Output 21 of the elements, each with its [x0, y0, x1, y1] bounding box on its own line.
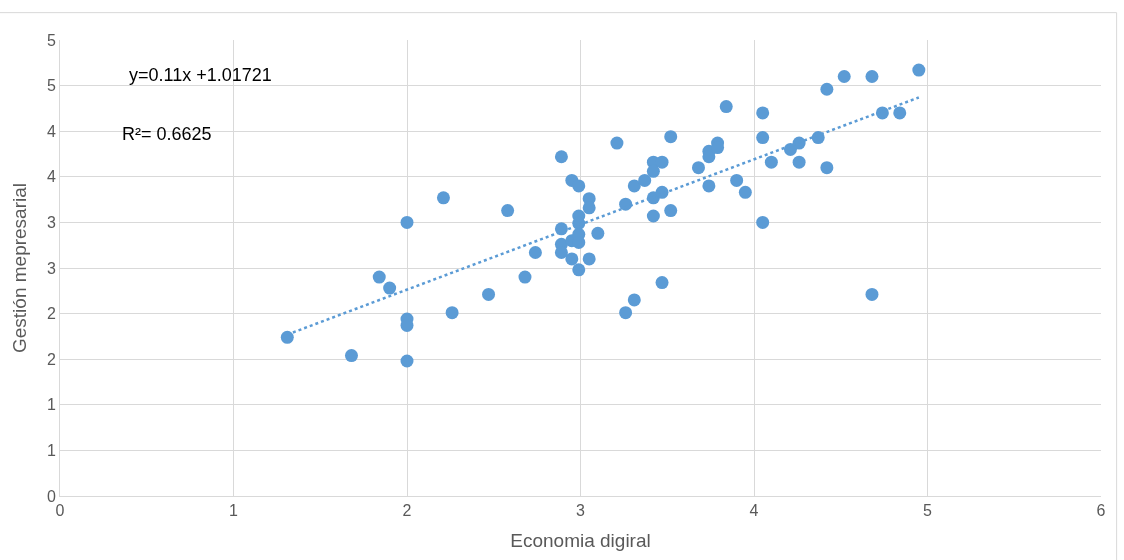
x-tick-label: 1	[229, 502, 239, 520]
x-tick-label: 2	[402, 502, 412, 520]
x-axis-title: Economia digiral	[510, 530, 651, 551]
y-tick-label: 2	[46, 350, 56, 368]
y-tick-label: 2	[46, 305, 56, 323]
x-tick-label: 3	[576, 502, 586, 520]
y-tick-label: 1	[46, 442, 56, 459]
x-tick-label: 5	[923, 502, 933, 520]
x-tick-label: 4	[749, 502, 759, 520]
y-tick-label: 1	[46, 396, 56, 414]
y-tick-label: 4	[46, 122, 56, 140]
y-tick-label: 3	[46, 259, 56, 277]
x-tick-label: 6	[1096, 502, 1106, 520]
y-tick-label: 3	[46, 214, 56, 231]
y-tick-label: 4	[46, 168, 56, 186]
y-axis-title: Gestión mepresarial	[8, 182, 30, 354]
y-tick-label: 5	[46, 31, 56, 49]
annotation: y=0.11x +1.01721	[129, 65, 272, 85]
y-tick-label: 5	[46, 77, 56, 95]
annotation: R²= 0.6625	[122, 124, 212, 144]
y-tick-label: 0	[46, 487, 56, 505]
